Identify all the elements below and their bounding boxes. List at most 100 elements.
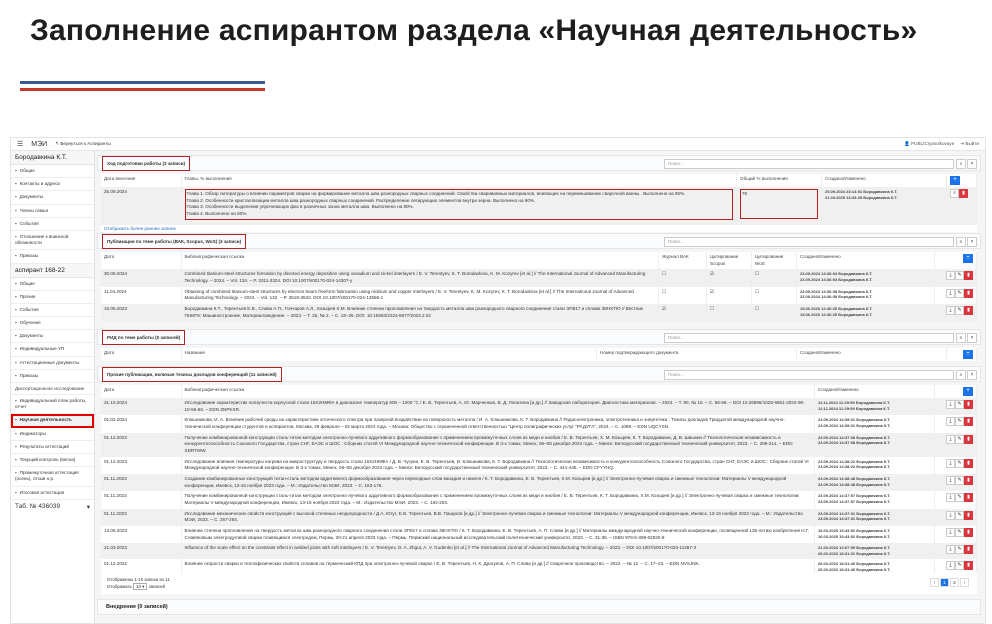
- sidebar-item[interactable]: ▪ Члены семьи: [11, 205, 94, 218]
- edit-button[interactable]: ✎: [955, 271, 964, 281]
- edit-button[interactable]: ✎: [955, 527, 964, 537]
- delete-button[interactable]: ▮: [964, 510, 973, 520]
- logout-link[interactable]: ⇥ Выйти: [960, 141, 979, 146]
- per-page-select[interactable]: 10 ▾: [133, 582, 148, 590]
- sidebar-item[interactable]: ▪ Индивидуальные УП: [11, 343, 94, 357]
- download-button[interactable]: ⤓: [946, 400, 955, 409]
- search-icon[interactable]: ⌕: [956, 333, 966, 343]
- add-button[interactable]: +: [963, 350, 973, 359]
- download-button[interactable]: ⤓: [946, 271, 955, 281]
- sidebar-item[interactable]: ▪ Индикаторы: [11, 428, 94, 441]
- sidebar-item[interactable]: ▪ Приказы: [11, 370, 94, 383]
- sidebar-item[interactable]: ▪ Общие: [11, 165, 94, 179]
- col-header[interactable]: Дата: [101, 385, 182, 398]
- sidebar-item[interactable]: ▪ Результаты аттестаций: [11, 441, 94, 454]
- publications-search-input[interactable]: Поиск...: [664, 237, 954, 247]
- download-button[interactable]: ⤓: [946, 458, 955, 468]
- edit-button[interactable]: ✎: [955, 288, 964, 298]
- download-button[interactable]: ⤓: [946, 434, 955, 444]
- delete-button[interactable]: ▮: [959, 189, 968, 198]
- clear-icon[interactable]: ×: [967, 370, 977, 380]
- menu-icon[interactable]: ☰: [17, 141, 24, 148]
- col-header[interactable]: Номер подтверждающего документа: [596, 348, 797, 361]
- download-button[interactable]: ⤓: [946, 288, 955, 298]
- search-icon[interactable]: ⌕: [956, 159, 966, 169]
- edit-button[interactable]: ✎: [955, 434, 964, 444]
- delete-button[interactable]: ▮: [964, 493, 973, 503]
- add-button[interactable]: +: [963, 387, 973, 396]
- download-button[interactable]: ⤓: [946, 510, 955, 520]
- delete-button[interactable]: ▮: [964, 545, 973, 555]
- edit-button[interactable]: ✎: [955, 400, 964, 409]
- col-header[interactable]: Дата внесения: [101, 174, 182, 187]
- edit-button[interactable]: ✎: [955, 560, 964, 570]
- download-button[interactable]: ⤓: [946, 417, 955, 427]
- rid-search-input[interactable]: Поиск...: [664, 333, 954, 343]
- show-earlier-link[interactable]: Отобразить более ранние записи: [104, 226, 176, 231]
- edit-button[interactable]: ✎: [955, 493, 964, 503]
- sidebar-item[interactable]: ▪ Аттестационные документы: [11, 357, 94, 370]
- page-1[interactable]: 1: [940, 578, 949, 588]
- clear-icon[interactable]: ×: [967, 333, 977, 343]
- search-icon[interactable]: ⌕: [956, 237, 966, 247]
- delete-button[interactable]: ▮: [964, 475, 973, 485]
- prev-page[interactable]: ‹: [930, 578, 939, 588]
- tab-number-select[interactable]: Таб. № 436039 ▾: [11, 500, 94, 514]
- edit-button[interactable]: ✎: [955, 510, 964, 520]
- sidebar-item[interactable]: ▪ Обучение: [11, 317, 94, 331]
- delete-button[interactable]: ▮: [964, 305, 973, 315]
- edit-button[interactable]: ✎: [955, 458, 964, 468]
- user-link[interactable]: 👤 PUBLIC\yasolkovaye: [904, 141, 955, 146]
- sidebar-item[interactable]: ▪ Общие: [11, 278, 94, 291]
- sidebar-item[interactable]: ▪ Итоговая аттестация: [11, 487, 94, 500]
- download-button[interactable]: ⤓: [946, 527, 955, 537]
- col-header[interactable]: Общий % выполнения: [736, 174, 822, 187]
- sidebar-item[interactable]: ▪ Отношение к воинской обязанности: [11, 231, 94, 251]
- sidebar-item[interactable]: ▪ Индивидуальный план работы, отчет: [11, 395, 94, 415]
- clear-icon[interactable]: ×: [967, 159, 977, 169]
- download-button[interactable]: ⤓: [946, 475, 955, 485]
- col-header[interactable]: Цитирование WoS: [751, 252, 797, 270]
- download-button[interactable]: ⤓: [946, 493, 955, 503]
- next-page[interactable]: ›: [960, 578, 969, 588]
- add-button[interactable]: +: [963, 254, 973, 263]
- back-link[interactable]: ↰ Вернуться к Аспиранты: [55, 141, 111, 146]
- delete-button[interactable]: ▮: [964, 400, 973, 409]
- sidebar-item[interactable]: ▪ Промежуточная аттестация (осень), отзыв…: [11, 467, 94, 487]
- sidebar-item[interactable]: ▪ Документы: [11, 191, 94, 205]
- sidebar-item[interactable]: ▪ Научная деятельность: [11, 414, 94, 428]
- delete-button[interactable]: ▮: [964, 288, 973, 298]
- edit-button[interactable]: ✎: [955, 305, 964, 315]
- delete-button[interactable]: ▮: [964, 271, 973, 281]
- sidebar-item[interactable]: ▪ События: [11, 218, 94, 231]
- sidebar-item[interactable]: ▪ Прочие: [11, 291, 94, 304]
- sidebar-item[interactable]: ▪ Текущий контроль (весна): [11, 454, 94, 468]
- view-button[interactable]: ⌕: [950, 189, 959, 198]
- search-icon[interactable]: ⌕: [956, 370, 966, 380]
- edit-button[interactable]: ✎: [955, 417, 964, 427]
- col-header[interactable]: Журнал ВАК: [658, 252, 707, 270]
- col-header[interactable]: Цитирование Scopus: [706, 252, 752, 270]
- download-button[interactable]: ⤓: [946, 545, 955, 555]
- col-header[interactable]: Библиографическая ссылка: [181, 252, 659, 270]
- sidebar-item[interactable]: ▪ Приказы: [11, 250, 94, 264]
- download-button[interactable]: ⤓: [946, 560, 955, 570]
- sidebar-item[interactable]: ▪ Документы: [11, 330, 94, 344]
- clear-icon[interactable]: ×: [967, 237, 977, 247]
- col-header[interactable]: Дата: [101, 348, 182, 361]
- sidebar-item[interactable]: ▪ События: [11, 304, 94, 318]
- delete-button[interactable]: ▮: [964, 560, 973, 570]
- col-header[interactable]: Название: [181, 348, 597, 361]
- col-header[interactable]: Дата: [101, 252, 182, 270]
- add-button[interactable]: +: [950, 176, 960, 185]
- edit-button[interactable]: ✎: [955, 475, 964, 485]
- progress-search-input[interactable]: Поиск...: [664, 159, 954, 169]
- edit-button[interactable]: ✎: [955, 545, 964, 555]
- other-search-input[interactable]: Поиск...: [664, 370, 954, 380]
- delete-button[interactable]: ▮: [964, 417, 973, 427]
- delete-button[interactable]: ▮: [964, 527, 973, 537]
- delete-button[interactable]: ▮: [964, 434, 973, 444]
- sidebar-item[interactable]: ▪ Контакты и адреса: [11, 178, 94, 192]
- page-2[interactable]: 2: [950, 578, 959, 588]
- delete-button[interactable]: ▮: [964, 458, 973, 468]
